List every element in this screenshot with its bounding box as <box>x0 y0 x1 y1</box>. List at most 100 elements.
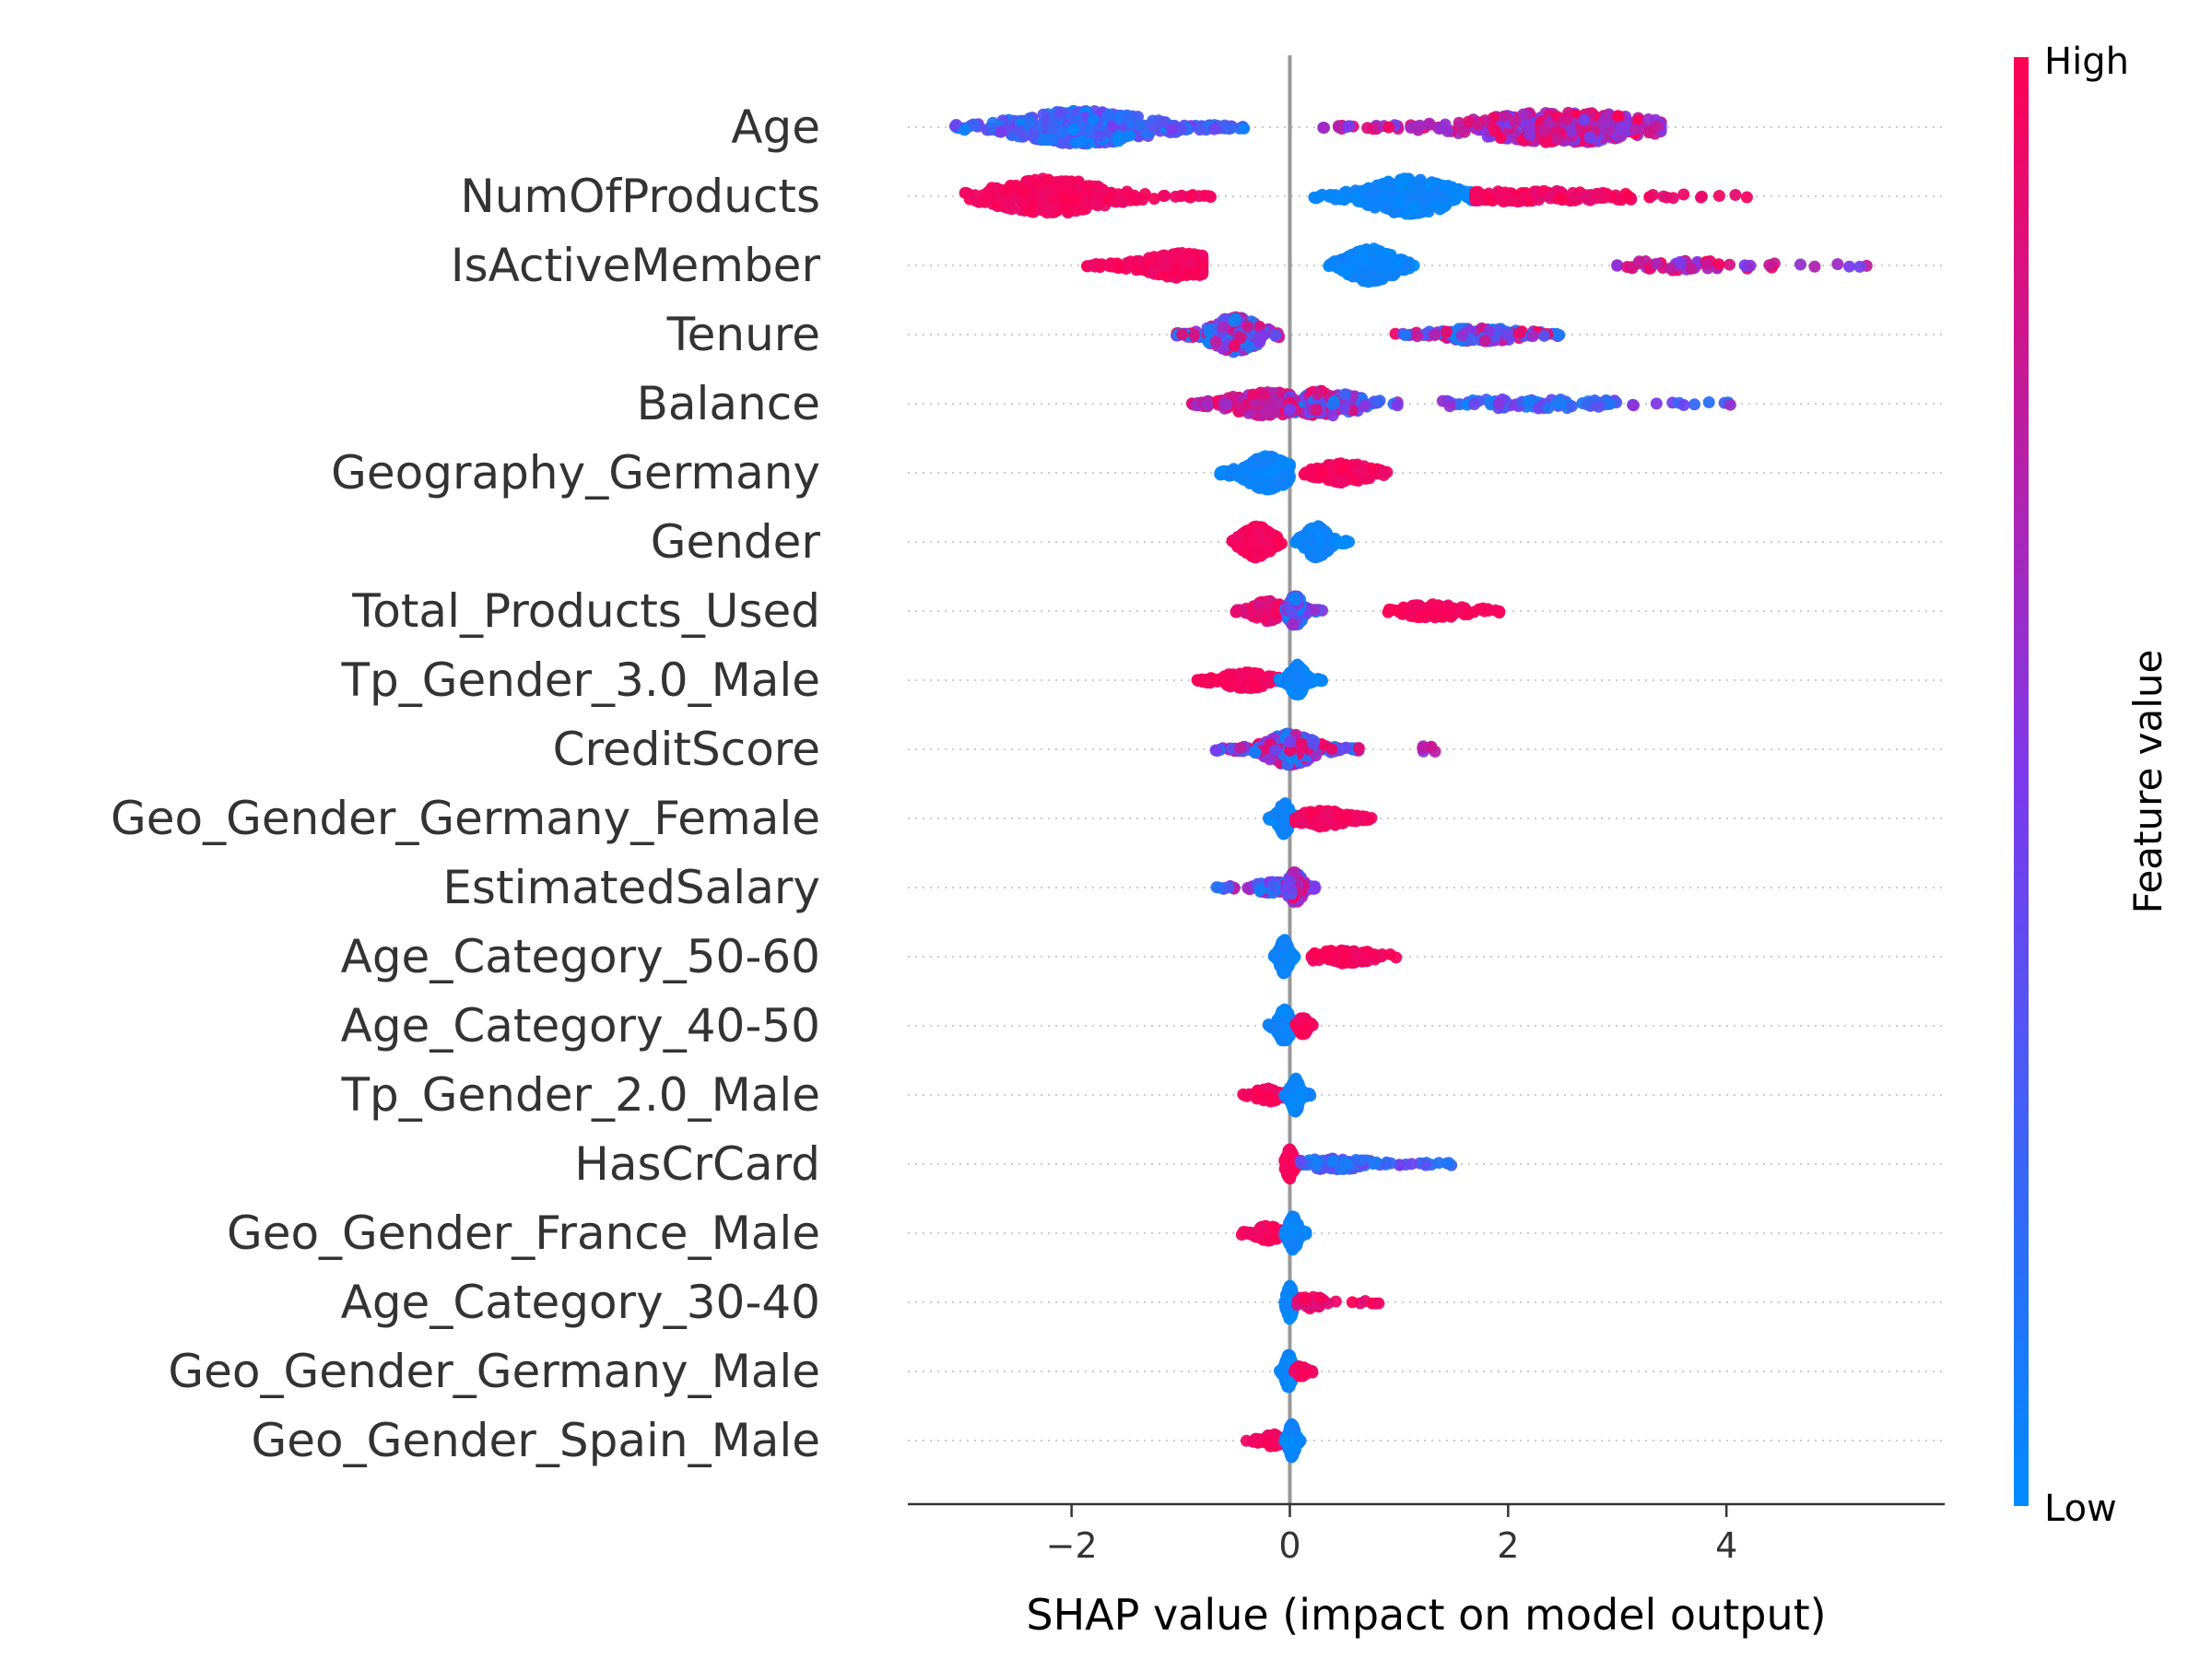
data-point <box>1035 196 1048 209</box>
data-point <box>1066 124 1079 136</box>
data-point <box>1176 328 1189 341</box>
data-point <box>1326 409 1339 422</box>
data-point <box>1414 173 1427 186</box>
data-point <box>1373 394 1386 407</box>
data-point <box>1284 403 1296 416</box>
data-point <box>1359 399 1371 412</box>
feature-row-points <box>1214 450 1394 496</box>
data-point <box>1037 108 1050 121</box>
data-point <box>1633 255 1645 268</box>
data-point <box>1322 545 1335 557</box>
data-point <box>1439 118 1452 131</box>
data-point <box>1043 202 1056 215</box>
data-point <box>1831 258 1844 271</box>
data-point <box>1413 599 1426 612</box>
data-point <box>1411 330 1424 343</box>
data-point <box>1385 262 1397 275</box>
data-point <box>1650 257 1663 270</box>
data-point <box>1175 189 1188 202</box>
data-point <box>1265 450 1277 463</box>
data-point <box>1201 677 1213 688</box>
data-point <box>1261 476 1274 488</box>
data-point <box>1392 195 1405 208</box>
data-point <box>1429 329 1441 341</box>
data-point <box>1526 330 1539 343</box>
data-point <box>1700 258 1713 271</box>
data-point <box>1443 400 1456 413</box>
data-point <box>1311 387 1324 400</box>
data-point <box>1472 118 1485 131</box>
data-point <box>1702 396 1715 408</box>
data-point <box>1147 193 1160 206</box>
data-point <box>1249 746 1262 759</box>
data-point <box>1384 178 1397 191</box>
data-point <box>1326 256 1339 269</box>
data-point <box>1316 467 1329 480</box>
data-point <box>1087 113 1100 126</box>
data-point <box>1473 603 1486 616</box>
data-point <box>1712 258 1725 271</box>
data-point <box>1382 606 1394 618</box>
data-point <box>1311 404 1324 417</box>
data-point <box>1148 122 1161 135</box>
data-point <box>1621 261 1633 274</box>
data-point <box>1553 192 1566 205</box>
data-point <box>1494 132 1507 144</box>
data-point <box>1061 195 1074 208</box>
data-point <box>1288 593 1301 606</box>
data-point <box>1794 258 1806 271</box>
data-point <box>1081 183 1094 196</box>
data-point <box>1369 201 1382 214</box>
data-point <box>1361 122 1374 135</box>
feature-row-points <box>959 172 1753 220</box>
data-point <box>1335 463 1347 475</box>
data-point <box>1201 398 1214 411</box>
data-point <box>1321 527 1333 540</box>
data-point <box>1335 191 1348 204</box>
data-point <box>1027 128 1040 141</box>
data-point <box>1622 190 1635 203</box>
feature-row-points <box>1171 311 1566 359</box>
data-point <box>1085 259 1098 272</box>
data-point <box>1159 189 1171 202</box>
data-point <box>994 125 1007 138</box>
data-point <box>1724 258 1735 271</box>
data-point <box>1428 605 1441 618</box>
data-point <box>1469 188 1482 201</box>
data-point <box>1342 265 1355 277</box>
data-point <box>1205 191 1217 204</box>
data-point <box>1265 407 1277 420</box>
data-point <box>1578 113 1591 126</box>
feature-row-points <box>948 104 1667 150</box>
data-point <box>1025 115 1038 128</box>
data-point <box>1480 189 1493 202</box>
data-point <box>1712 190 1725 202</box>
data-point <box>1378 191 1391 204</box>
data-point <box>1253 526 1266 539</box>
data-point <box>1211 675 1224 688</box>
data-point <box>1615 130 1628 142</box>
data-point <box>1492 397 1505 410</box>
data-point <box>1272 396 1285 409</box>
data-point <box>1018 196 1030 209</box>
data-point <box>1499 186 1512 199</box>
data-point <box>1853 260 1866 273</box>
data-point <box>1188 329 1201 342</box>
data-point <box>1391 399 1404 412</box>
data-point <box>1808 260 1821 273</box>
data-point <box>1443 183 1456 196</box>
data-point <box>1230 606 1243 618</box>
data-point <box>1193 190 1206 203</box>
data-point <box>1560 112 1573 125</box>
data-point <box>1396 605 1409 618</box>
data-point <box>1511 195 1524 208</box>
data-point <box>1666 192 1679 205</box>
data-point <box>1356 245 1369 257</box>
data-point <box>1056 126 1069 139</box>
data-point <box>1361 255 1374 268</box>
data-point <box>1468 398 1481 411</box>
data-point <box>1269 744 1282 757</box>
data-point <box>1565 400 1578 413</box>
data-point <box>1223 123 1235 135</box>
points-layer <box>948 104 1873 1464</box>
